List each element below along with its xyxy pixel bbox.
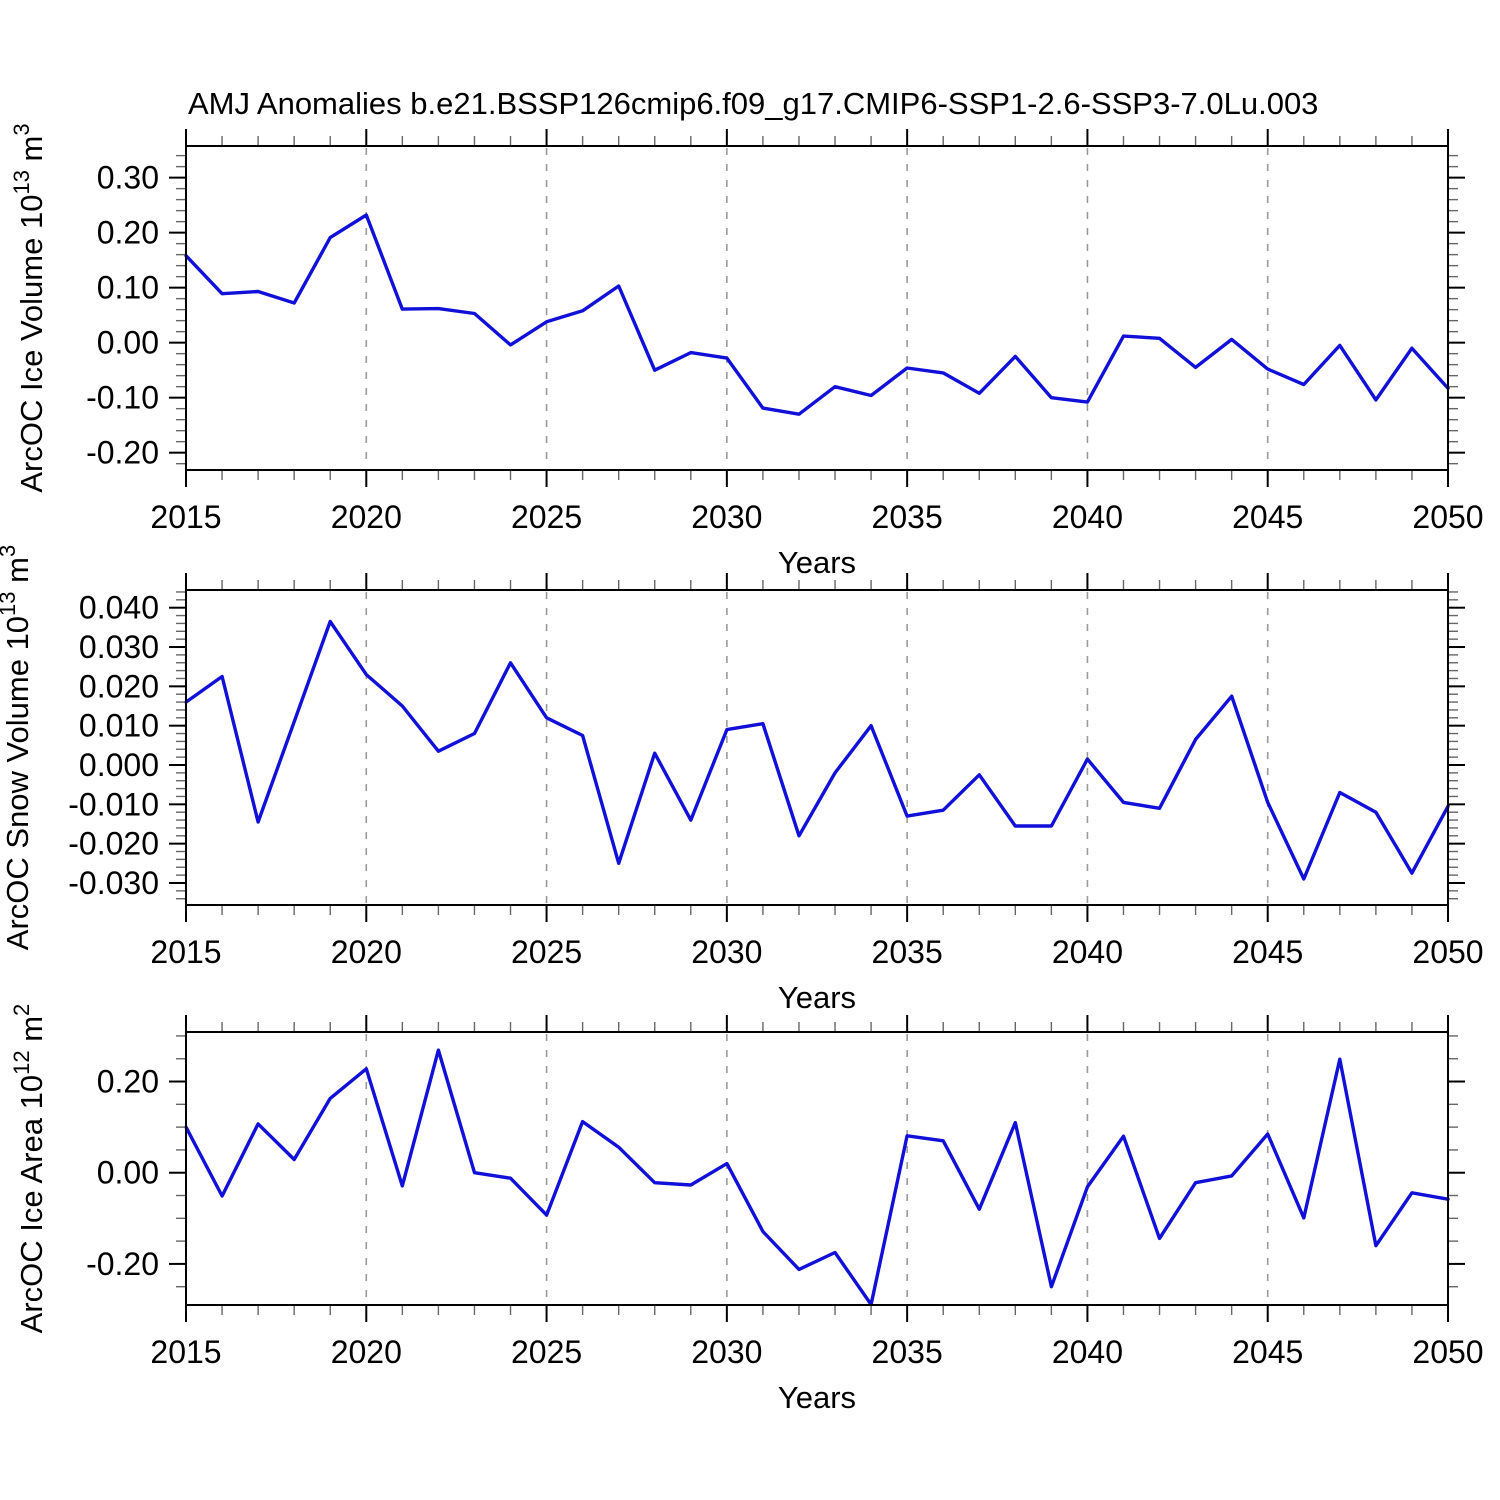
x-tick-label: 2050 — [1412, 499, 1483, 535]
arcoc-snow-volume-line — [184, 619, 1450, 881]
arcoc-snow-volume-frame — [185, 589, 1449, 906]
x-tick-label: 2035 — [872, 499, 943, 535]
y-tick-label: 0.030 — [79, 629, 159, 665]
x-tick-label: 2040 — [1052, 1334, 1123, 1370]
x-tick-label: 2050 — [1412, 1334, 1483, 1370]
y-tick-label: -0.20 — [86, 435, 159, 471]
y-tick-label: -0.010 — [68, 786, 159, 822]
x-tick-label: 2035 — [872, 1334, 943, 1370]
x-axis-title: Years — [778, 1380, 856, 1415]
y-tick-label: 0.10 — [97, 270, 159, 306]
x-tick-label: 2030 — [691, 499, 762, 535]
y-tick-label: 0.30 — [97, 160, 159, 196]
x-tick-label: 2025 — [511, 1334, 582, 1370]
arcoc-ice-volume-line — [184, 213, 1450, 416]
y-tick-label: 0.00 — [97, 325, 159, 361]
x-tick-label: 2015 — [150, 1334, 221, 1370]
arcoc-ice-volume-panel: 0.30 0.20 0.10 0.00 -0.10 -0.20 2015 2020 2025 20… — [9, 123, 1484, 580]
y-tick-label: 0.000 — [79, 747, 159, 783]
x-tick-label: 2030 — [691, 1334, 762, 1370]
x-tick-label: 2045 — [1232, 499, 1303, 535]
x-tick-label: 2015 — [150, 934, 221, 970]
y-axis-title: ArcOC Ice Volume 1013 m3 — [9, 123, 49, 492]
x-axis-title: Years — [778, 545, 856, 580]
y-tick-label: 0.040 — [79, 590, 159, 626]
x-tick-label: 2025 — [511, 499, 582, 535]
x-tick-label: 2050 — [1412, 934, 1483, 970]
arcoc-ice-area-frame — [185, 1031, 1449, 1306]
x-tick-label: 2020 — [331, 934, 402, 970]
y-tick-label: 0.00 — [97, 1155, 159, 1191]
y-axis-title: ArcOC Snow Volume 1013 m3 — [0, 545, 35, 950]
y-tick-label: 0.20 — [97, 215, 159, 251]
y-tick-label: 0.010 — [79, 708, 159, 744]
arcoc-ice-volume-frame — [185, 145, 1449, 471]
arcoc-ice-area-line — [184, 1048, 1450, 1307]
x-tick-label: 2020 — [331, 1334, 402, 1370]
x-tick-label: 2030 — [691, 934, 762, 970]
x-tick-label: 2040 — [1052, 934, 1123, 970]
x-tick-label: 2035 — [872, 934, 943, 970]
y-tick-label: 0.020 — [79, 668, 159, 704]
arcoc-ice-area-panel: 0.20 0.00 -0.20 2015 2020 2025 2030 2035 2040 204… — [9, 1004, 1484, 1415]
x-tick-label: 2045 — [1232, 1334, 1303, 1370]
x-tick-label: 2015 — [150, 499, 221, 535]
y-tick-label: -0.10 — [86, 380, 159, 416]
x-axis-title: Years — [778, 980, 856, 1015]
y-tick-label: -0.20 — [86, 1246, 159, 1282]
y-tick-label: -0.030 — [68, 865, 159, 901]
x-tick-label: 2045 — [1232, 934, 1303, 970]
x-tick-label: 2025 — [511, 934, 582, 970]
y-tick-label: -0.020 — [68, 826, 159, 862]
y-tick-label: 0.20 — [97, 1064, 159, 1100]
x-tick-label: 2020 — [331, 499, 402, 535]
y-axis-title: ArcOC Ice Area 1012 m2 — [9, 1004, 49, 1334]
chart-title: AMJ Anomalies b.e21.BSSP126cmip6.f09_g17… — [188, 86, 1319, 121]
x-tick-label: 2040 — [1052, 499, 1123, 535]
